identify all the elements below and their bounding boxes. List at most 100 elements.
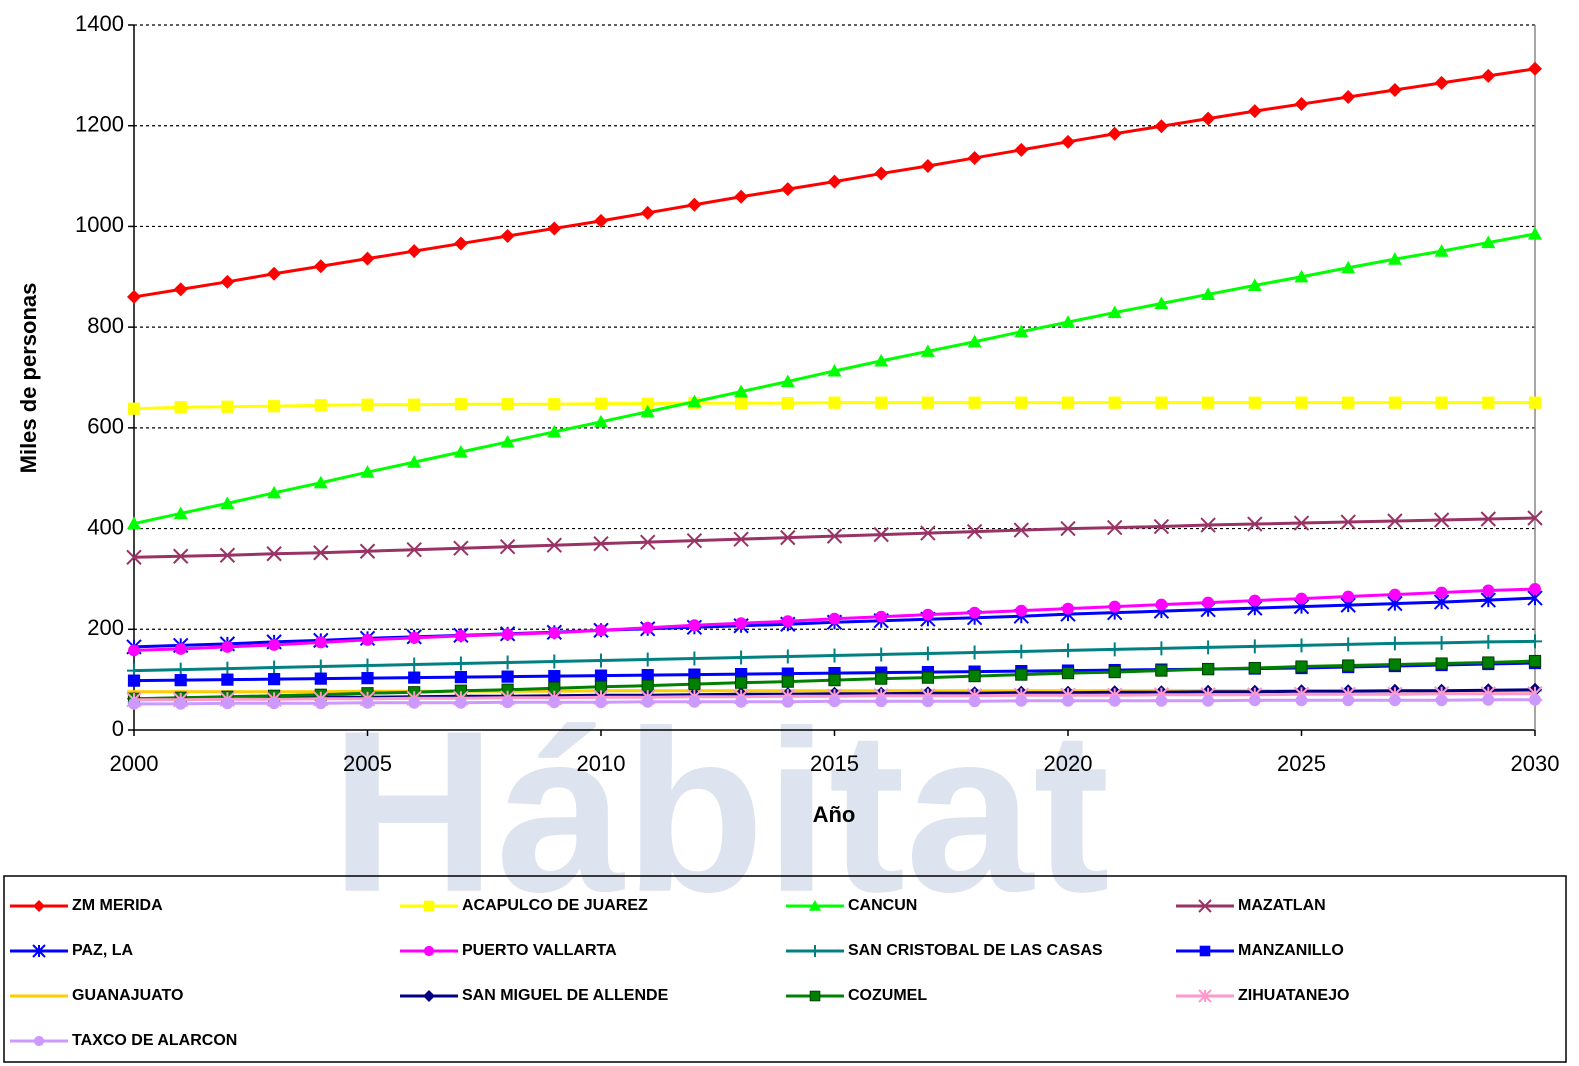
marker: [781, 615, 794, 628]
watermark: Hábitat: [330, 683, 1110, 940]
marker: [1247, 516, 1263, 532]
marker: [921, 608, 934, 621]
marker: [734, 650, 749, 665]
marker: [548, 626, 561, 639]
marker: [1061, 396, 1075, 409]
marker: [1247, 278, 1262, 291]
series: [127, 226, 1542, 530]
marker: [781, 397, 794, 410]
marker: [595, 624, 607, 637]
marker: [1014, 142, 1029, 157]
legend-label: TAXCO DE ALARCON: [72, 1032, 237, 1049]
marker: [687, 394, 702, 408]
x-tick-label: 2005: [343, 751, 392, 776]
marker: [1482, 693, 1495, 706]
marker: [1435, 396, 1448, 409]
marker: [1015, 604, 1028, 617]
marker: [128, 644, 140, 657]
marker: [967, 150, 982, 165]
marker: [1387, 513, 1403, 529]
marker: [1482, 656, 1495, 669]
marker: [1295, 396, 1308, 409]
marker: [221, 697, 234, 710]
marker: [1061, 643, 1075, 658]
marker: [548, 398, 561, 411]
marker: [1155, 694, 1168, 707]
marker: [920, 525, 936, 541]
marker: [1108, 694, 1121, 707]
x-tick-label: 2015: [810, 751, 859, 776]
marker: [33, 900, 45, 912]
marker: [967, 645, 982, 660]
marker: [500, 434, 515, 448]
marker: [1387, 82, 1402, 97]
marker: [594, 653, 608, 668]
marker: [1434, 75, 1449, 90]
marker: [640, 652, 655, 667]
marker: [688, 619, 701, 632]
marker: [827, 174, 842, 189]
x-tick-label: 2010: [577, 751, 626, 776]
marker: [408, 671, 421, 684]
marker: [1201, 640, 1216, 655]
marker: [920, 159, 935, 173]
marker: [454, 671, 467, 684]
marker: [735, 695, 748, 708]
marker: [407, 244, 422, 259]
marker: [359, 543, 376, 559]
marker: [1199, 945, 1211, 957]
marker: [1433, 512, 1450, 528]
marker: [267, 266, 282, 281]
marker: [921, 396, 934, 409]
legend-label: SAN CRISTOBAL DE LAS CASAS: [848, 942, 1103, 959]
marker: [1529, 693, 1541, 706]
x-tick-label: 2025: [1277, 751, 1326, 776]
marker: [1294, 269, 1309, 283]
marker: [1435, 657, 1448, 670]
marker: [314, 697, 327, 710]
marker: [361, 633, 374, 646]
marker: [781, 675, 794, 688]
marker: [1340, 514, 1356, 530]
marker: [1154, 641, 1169, 656]
marker: [453, 236, 468, 251]
marker: [361, 672, 374, 685]
marker: [33, 1035, 45, 1047]
marker: [1342, 590, 1355, 603]
marker: [423, 900, 435, 912]
marker: [968, 606, 981, 619]
legend-label: ZM MERIDA: [72, 897, 163, 914]
marker: [313, 475, 328, 489]
marker: [406, 542, 422, 558]
marker: [594, 414, 608, 428]
marker: [1201, 287, 1216, 301]
marker: [1015, 668, 1028, 681]
marker: [968, 396, 981, 409]
marker: [499, 538, 516, 555]
marker: [268, 638, 281, 651]
marker: [639, 534, 656, 550]
legend-label: MAZATLAN: [1238, 897, 1326, 914]
marker: [1202, 596, 1215, 609]
marker: [128, 697, 140, 710]
marker: [1200, 517, 1216, 533]
x-tick-label: 2020: [1044, 751, 1093, 776]
marker: [920, 344, 935, 357]
marker: [1248, 661, 1261, 675]
marker: [127, 289, 141, 304]
marker: [268, 697, 281, 710]
marker: [266, 546, 282, 562]
marker: [688, 695, 701, 708]
marker: [547, 654, 562, 669]
marker: [220, 661, 235, 676]
marker: [127, 402, 141, 415]
legend-label: PAZ, LA: [72, 942, 133, 959]
marker: [174, 401, 187, 414]
marker: [1155, 396, 1168, 409]
marker: [1388, 694, 1401, 707]
marker: [1062, 602, 1074, 615]
marker: [1387, 252, 1402, 265]
marker: [501, 628, 514, 641]
legend-label: SAN MIGUEL DE ALLENDE: [462, 987, 669, 1004]
